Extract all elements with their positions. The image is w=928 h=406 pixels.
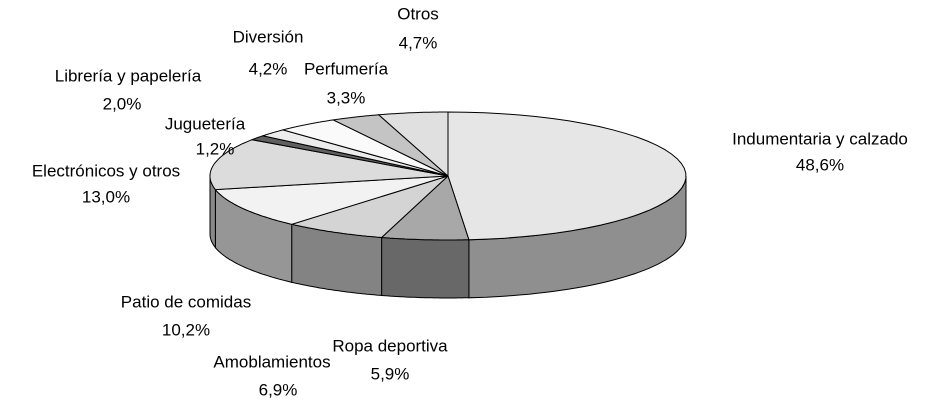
slice-label: Patio de comidas (121, 292, 251, 311)
slice-label: Librería y papelería (55, 66, 202, 85)
slice-label: Indumentaria y calzado (732, 129, 908, 148)
value-label: 3,3% (327, 88, 366, 107)
slice-label: Otros (397, 4, 439, 23)
pie-slice (214, 175, 449, 225)
pie-slice (377, 111, 449, 178)
pie-slice (331, 114, 449, 177)
value-label: 4,2% (249, 59, 288, 78)
pie-slice (262, 129, 449, 177)
slice-label: Diversión (233, 27, 304, 46)
value-label: 13,0% (82, 187, 130, 206)
value-label: 48,6% (796, 155, 844, 174)
pie-slice (251, 135, 449, 177)
slice-label: Ropa deportiva (332, 336, 448, 355)
value-label: 2,0% (103, 94, 142, 113)
pie-slice (380, 175, 470, 241)
slice-label: Juguetería (165, 114, 246, 133)
value-label: 1,2% (196, 139, 235, 158)
value-label: 4,7% (399, 33, 438, 52)
value-label: 10,2% (162, 320, 210, 339)
pie-slice (291, 175, 449, 239)
pie-side (381, 236, 470, 299)
value-label: 5,9% (371, 364, 410, 383)
slice-label: Amoblamientos (213, 352, 330, 371)
pie-slice (447, 111, 687, 241)
value-label: 6,9% (259, 380, 298, 399)
slice-label: Perfumería (304, 59, 389, 78)
slice-label: Electrónicos y otros (32, 161, 180, 180)
pie-slice (209, 139, 449, 191)
pie-slice (281, 119, 449, 177)
